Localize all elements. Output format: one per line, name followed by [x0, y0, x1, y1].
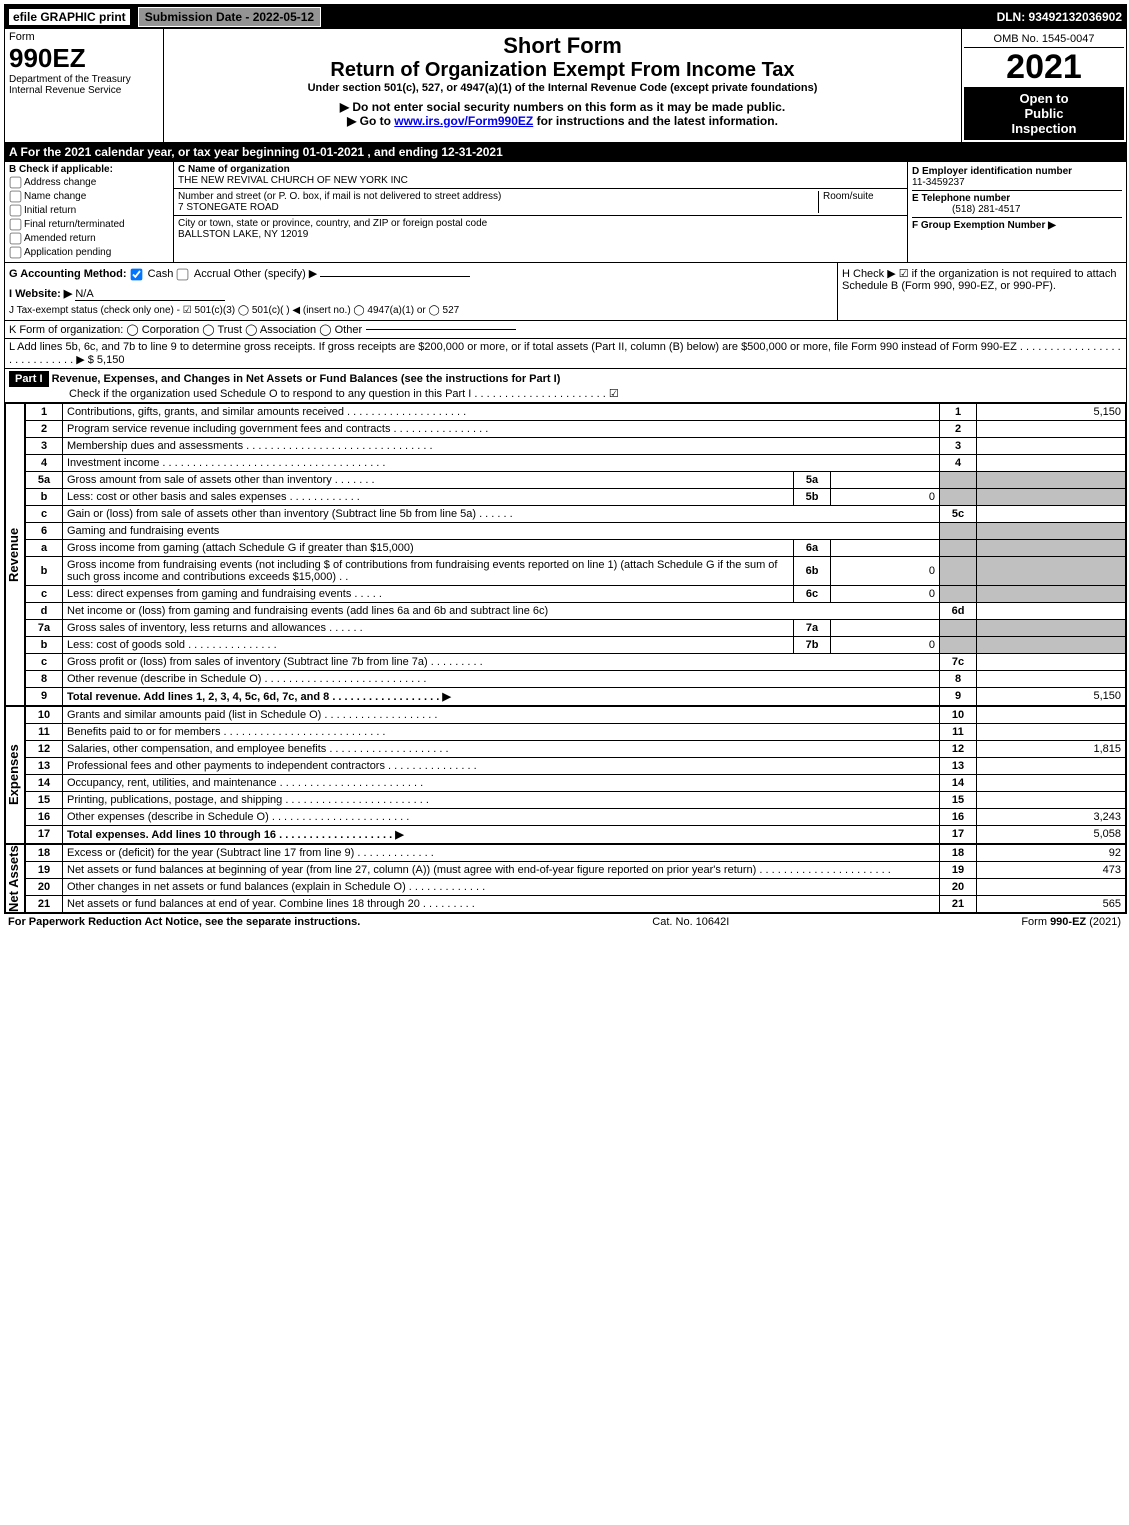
row-14: 14Occupancy, rent, utilities, and mainte…: [26, 774, 1126, 791]
short-form-title: Short Form: [168, 33, 957, 59]
form-title: Return of Organization Exempt From Incom…: [168, 59, 957, 82]
c-addr-block: Number and street (or P. O. box, if mail…: [174, 189, 907, 216]
form-number: 990EZ: [9, 43, 159, 74]
cb-accrual[interactable]: Accrual: [176, 268, 230, 280]
cb-name-change[interactable]: Name change: [9, 190, 169, 203]
row-21: 21Net assets or fund balances at end of …: [26, 895, 1126, 912]
row-4: 4Investment income . . . . . . . . . . .…: [26, 454, 1126, 471]
warning-1: ▶ Do not enter social security numbers o…: [168, 100, 957, 114]
sidebar-revenue: Revenue: [5, 403, 25, 706]
tax-year: 2021: [964, 48, 1124, 87]
row-6: 6Gaming and fundraising events: [26, 522, 1126, 539]
revenue-section: Revenue 1Contributions, gifts, grants, a…: [5, 403, 1126, 706]
row-9: 9Total revenue. Add lines 1, 2, 3, 4, 5c…: [26, 687, 1126, 705]
g-accounting: G Accounting Method: Cash Accrual Other …: [5, 263, 837, 320]
section-a-bar: A For the 2021 calendar year, or tax yea…: [5, 143, 1126, 162]
k-other-input[interactable]: [366, 329, 516, 330]
row-7c: cGross profit or (loss) from sales of in…: [26, 653, 1126, 670]
cb-amended-return[interactable]: Amended return: [9, 232, 169, 245]
netassets-section: Net Assets 18Excess or (deficit) for the…: [5, 844, 1126, 913]
cb-application-pending[interactable]: Application pending: [9, 246, 169, 259]
part-1-label: Part I: [9, 371, 49, 387]
website-value: N/A: [75, 288, 225, 301]
form-990ez: efile GRAPHIC print Submission Date - 20…: [4, 4, 1127, 914]
footer-mid: Cat. No. 10642I: [652, 916, 729, 928]
cb-address-change[interactable]: Address change: [9, 176, 169, 189]
footer-left: For Paperwork Reduction Act Notice, see …: [8, 916, 360, 928]
sidebar-netassets: Net Assets: [5, 844, 25, 913]
efile-label[interactable]: efile GRAPHIC print: [9, 9, 130, 25]
row-3: 3Membership dues and assessments . . . .…: [26, 437, 1126, 454]
org-name: THE NEW REVIVAL CHURCH OF NEW YORK INC: [178, 175, 408, 186]
e-telephone: E Telephone number (518) 281-4517: [912, 191, 1122, 218]
row-5b: bLess: cost or other basis and sales exp…: [26, 488, 1126, 505]
row-2: 2Program service revenue including gover…: [26, 420, 1126, 437]
telephone-value: (518) 281-4517: [912, 204, 1020, 215]
gh-row: G Accounting Method: Cash Accrual Other …: [5, 263, 1126, 321]
org-city: BALLSTON LAKE, NY 12019: [178, 229, 308, 240]
row-6d: dNet income or (loss) from gaming and fu…: [26, 602, 1126, 619]
row-1: 1Contributions, gifts, grants, and simil…: [26, 403, 1126, 420]
j-tax-exempt: J Tax-exempt status (check only one) - ☑…: [9, 305, 833, 316]
header-row: Form 990EZ Department of the Treasury In…: [5, 29, 1126, 143]
row-5a: 5aGross amount from sale of assets other…: [26, 471, 1126, 488]
part-1-header: Part I Revenue, Expenses, and Changes in…: [5, 369, 1126, 403]
form-word: Form: [9, 31, 159, 43]
row-7a: 7aGross sales of inventory, less returns…: [26, 619, 1126, 636]
c-city-block: City or town, state or province, country…: [174, 216, 907, 242]
row-15: 15Printing, publications, postage, and s…: [26, 791, 1126, 808]
omb-number: OMB No. 1545-0047: [964, 31, 1124, 48]
warning-2: ▶ Go to www.irs.gov/Form990EZ for instru…: [168, 114, 957, 128]
bcd-row: B Check if applicable: Address change Na…: [5, 162, 1126, 263]
row-6c: cLess: direct expenses from gaming and f…: [26, 585, 1126, 602]
k-form-org: K Form of organization: ◯ Corporation ◯ …: [5, 321, 1126, 339]
section-def: D Employer identification number 11-3459…: [907, 162, 1126, 262]
footer-right: Form 990-EZ (2021): [1021, 916, 1121, 928]
l-gross-receipts: L Add lines 5b, 6c, and 7b to line 9 to …: [5, 339, 1126, 369]
row-11: 11Benefits paid to or for members . . . …: [26, 723, 1126, 740]
h-check: H Check ▶ ☑ if the organization is not r…: [837, 263, 1126, 320]
i-website-label: I Website: ▶: [9, 288, 72, 300]
row-6a: aGross income from gaming (attach Schedu…: [26, 539, 1126, 556]
row-18: 18Excess or (deficit) for the year (Subt…: [26, 844, 1126, 861]
footer: For Paperwork Reduction Act Notice, see …: [4, 914, 1125, 930]
row-20: 20Other changes in net assets or fund ba…: [26, 878, 1126, 895]
d-ein: D Employer identification number 11-3459…: [912, 164, 1122, 191]
row-17: 17Total expenses. Add lines 10 through 1…: [26, 825, 1126, 843]
cb-final-return[interactable]: Final return/terminated: [9, 218, 169, 231]
section-b: B Check if applicable: Address change Na…: [5, 162, 174, 262]
dept-text: Department of the Treasury Internal Reve…: [9, 74, 159, 96]
expenses-section: Expenses 10Grants and similar amounts pa…: [5, 706, 1126, 844]
cb-initial-return[interactable]: Initial return: [9, 204, 169, 217]
row-10: 10Grants and similar amounts paid (list …: [26, 706, 1126, 723]
cb-cash[interactable]: Cash: [130, 268, 174, 280]
sidebar-expenses: Expenses: [5, 706, 25, 844]
header-right: OMB No. 1545-0047 2021 Open to Public In…: [961, 29, 1126, 142]
row-13: 13Professional fees and other payments t…: [26, 757, 1126, 774]
row-8: 8Other revenue (describe in Schedule O) …: [26, 670, 1126, 687]
row-12: 12Salaries, other compensation, and empl…: [26, 740, 1126, 757]
row-6b: bGross income from fundraising events (n…: [26, 556, 1126, 585]
irs-link[interactable]: www.irs.gov/Form990EZ: [394, 114, 533, 128]
org-address: 7 STONEGATE ROAD: [178, 202, 279, 213]
b-label: B Check if applicable:: [9, 164, 169, 175]
c-name-block: C Name of organization THE NEW REVIVAL C…: [174, 162, 907, 189]
dln-label: DLN: 93492132036902: [997, 10, 1122, 24]
top-bar: efile GRAPHIC print Submission Date - 20…: [5, 5, 1126, 29]
row-16: 16Other expenses (describe in Schedule O…: [26, 808, 1126, 825]
f-group-exemption: F Group Exemption Number ▶: [912, 218, 1122, 233]
form-subtitle: Under section 501(c), 527, or 4947(a)(1)…: [168, 82, 957, 94]
room-suite: Room/suite: [818, 191, 903, 213]
submission-date-button[interactable]: Submission Date - 2022-05-12: [138, 7, 321, 27]
header-center: Short Form Return of Organization Exempt…: [164, 29, 961, 142]
open-to-public: Open to Public Inspection: [964, 87, 1124, 140]
row-7b: bLess: cost of goods sold . . . . . . . …: [26, 636, 1126, 653]
row-19: 19Net assets or fund balances at beginni…: [26, 861, 1126, 878]
header-left: Form 990EZ Department of the Treasury In…: [5, 29, 164, 142]
row-5c: cGain or (loss) from sale of assets othe…: [26, 505, 1126, 522]
other-specify-input[interactable]: [320, 276, 470, 277]
ein-value: 11-3459237: [912, 177, 965, 188]
section-c: C Name of organization THE NEW REVIVAL C…: [174, 162, 907, 262]
